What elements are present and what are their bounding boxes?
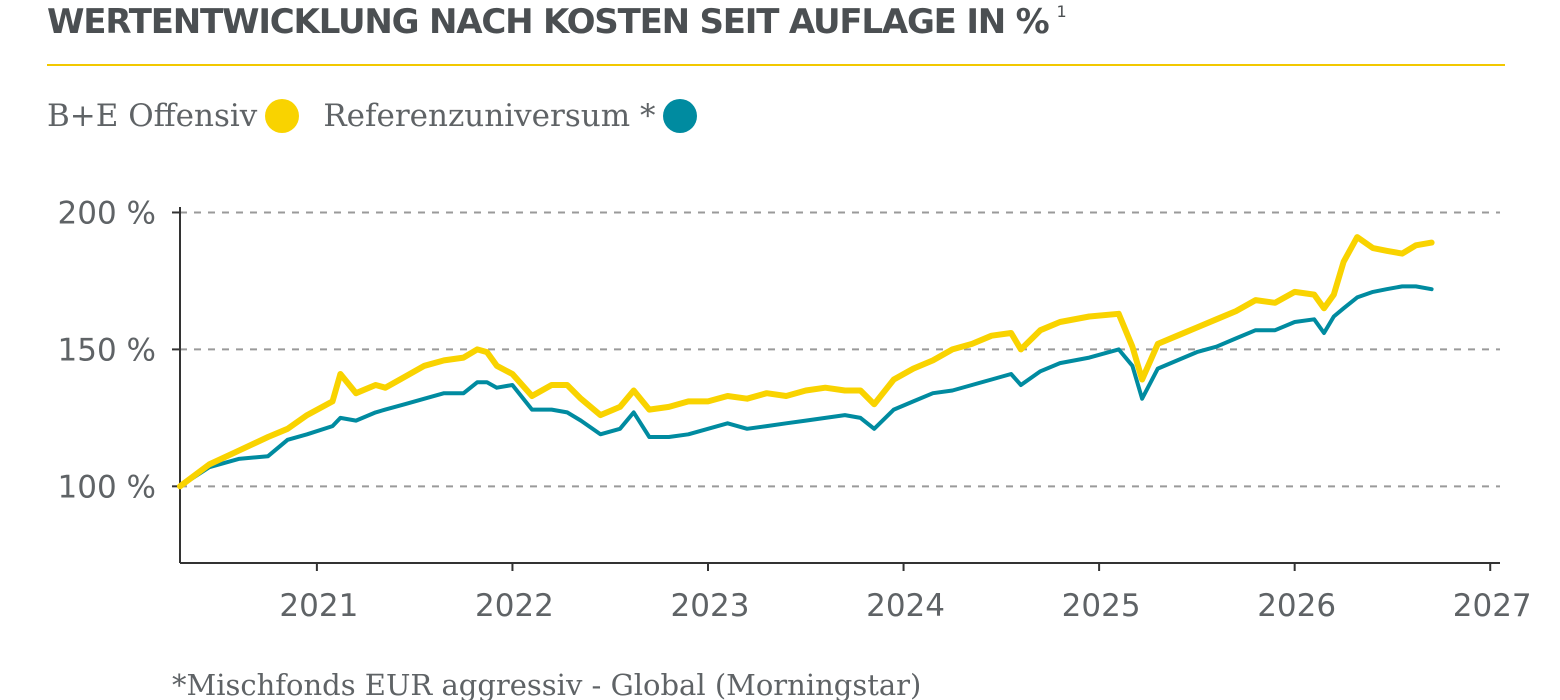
title-footnote-marker: 1: [1056, 2, 1067, 21]
series-line-reference: [178, 284, 1434, 489]
series-lines: [177, 234, 1435, 490]
y-tick-label: 200 %: [58, 195, 156, 231]
legend-label-reference: Referenzuniversum *: [323, 98, 656, 134]
x-tick-label: 2025: [1062, 588, 1141, 624]
y-axis-labels: 100 % 150 % 200 %: [58, 195, 156, 505]
title-underline: [47, 64, 1505, 66]
chart-legend: B+E Offensiv Referenzuniversum *: [47, 92, 721, 140]
x-tick-label: 2027: [1453, 588, 1532, 624]
x-axis-labels: 2021 2022 2023 2024 2025 2026 2027: [279, 588, 1531, 624]
x-tick-label: 2023: [671, 588, 750, 624]
legend-swatch-reference: [663, 99, 698, 133]
chart-title-text: WERTENTWICKLUNG NACH KOSTEN SEIT AUFLAGE…: [47, 2, 1050, 42]
y-tick-label: 150 %: [58, 332, 156, 368]
legend-swatch-fund: [265, 99, 300, 133]
y-tick-label: 100 %: [58, 469, 156, 505]
legend-item-reference: Referenzuniversum *: [323, 98, 698, 134]
legend-item-fund: B+E Offensiv: [47, 98, 300, 134]
x-tick-label: 2021: [279, 588, 358, 624]
x-tick-label: 2026: [1257, 588, 1336, 624]
x-tick-label: 2022: [475, 588, 554, 624]
x-tick-label: 2024: [866, 588, 945, 624]
legend-label-fund: B+E Offensiv: [47, 98, 258, 134]
chart-title: WERTENTWICKLUNG NACH KOSTEN SEIT AUFLAGE…: [47, 2, 1067, 42]
series-line-fund: [177, 234, 1435, 490]
gridlines: [180, 211, 1500, 488]
footnote: *Mischfonds EUR aggressiv - Global (Morn…: [172, 668, 922, 700]
